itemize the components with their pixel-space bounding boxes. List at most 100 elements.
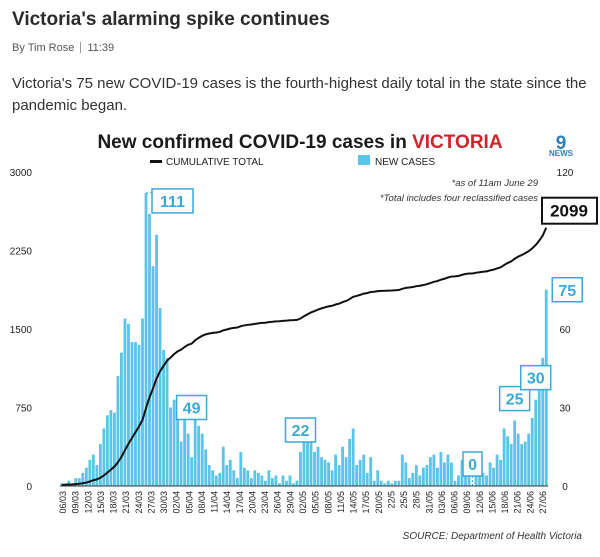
new-cases-bar	[492, 467, 495, 486]
y-right-tick-label: 60	[559, 325, 571, 336]
callout-label: 49	[183, 401, 201, 418]
callout-box	[284, 417, 317, 443]
y-left-tick-label: 2250	[10, 247, 33, 258]
new-cases-bar	[509, 444, 513, 486]
new-cases-bar	[270, 478, 274, 486]
new-cases-bar	[246, 470, 250, 486]
new-cases-bar	[541, 357, 545, 486]
x-tick-label: 06/03	[58, 491, 68, 514]
chart-title-region: VICTORIA	[412, 132, 503, 153]
x-tick-label: 29/04	[285, 491, 295, 514]
new-cases-bar	[235, 478, 239, 486]
axis-right: 0 30 60 120	[557, 168, 574, 493]
x-tick-label: 20/05	[374, 491, 384, 514]
new-cases-bar	[537, 378, 541, 486]
new-cases-bar	[432, 454, 436, 486]
x-tick-label: 24/06	[525, 491, 535, 514]
new-cases-bar	[313, 451, 316, 486]
new-cases-bar	[534, 399, 538, 486]
source-note: SOURCE: Department of Health Victoria	[403, 531, 583, 542]
new-cases-bar	[292, 483, 295, 486]
new-cases-bar	[141, 318, 144, 486]
x-tick-label: 27/06	[538, 491, 548, 514]
new-cases-bar	[390, 483, 394, 486]
new-cases-bar	[428, 457, 432, 486]
y-right-tick-label: 120	[557, 168, 574, 179]
x-tick-label: 21/06	[513, 491, 523, 514]
new-cases-bar	[130, 342, 134, 486]
new-cases-bar	[88, 459, 92, 486]
x-tick-label: 12/06	[475, 491, 485, 514]
new-cases-bar	[127, 323, 130, 486]
new-cases-bar	[109, 410, 113, 486]
y-left-tick-label: 750	[15, 404, 32, 415]
x-tick-label: 12/03	[83, 491, 93, 514]
callout-label: 111	[160, 194, 185, 211]
new-cases-bar	[502, 428, 506, 486]
x-axis-labels: 06/03 09/03 12/03 15/03 18/03 21/03 24/03 27/03…	[58, 491, 548, 514]
new-cases-bar	[330, 470, 334, 486]
note-reclassified: *Total includes four reclassified cases	[380, 193, 538, 204]
note-date: *as of 11am June 29	[452, 178, 539, 189]
x-tick-label: 17/05	[361, 491, 371, 514]
new-cases-bar	[485, 475, 488, 486]
new-cases-bar	[488, 462, 492, 486]
new-cases-bar	[102, 428, 106, 486]
new-cases-bar	[179, 441, 183, 486]
legend-bar-swatch	[358, 155, 370, 165]
x-tick-label: 31/05	[424, 491, 434, 514]
new-cases-bar	[218, 472, 222, 486]
new-cases-bar	[74, 478, 78, 486]
x-tick-label: 15/03	[96, 491, 106, 514]
new-cases-bar	[516, 433, 520, 486]
x-tick-label: 22/5	[386, 491, 396, 509]
new-cases-bar	[148, 213, 151, 486]
new-cases-bar	[386, 480, 390, 486]
y-left-tick-label: 1500	[10, 325, 33, 336]
legend-bar-label: NEW CASES	[375, 157, 435, 168]
new-cases-bar	[232, 470, 236, 486]
new-cases-bar	[341, 446, 345, 486]
new-cases-bar	[274, 475, 278, 486]
new-cases-bar	[165, 357, 169, 486]
axis-left: 0 750 1500 2250 3000	[10, 168, 33, 493]
new-cases-bar	[113, 412, 116, 486]
new-cases-bar	[530, 417, 534, 486]
new-cases-bar	[158, 308, 162, 486]
new-cases-bar	[418, 475, 422, 486]
chart-graphic: New confirmed COVID-19 cases in VICTORIA…	[0, 122, 600, 552]
legend-line-label: CUMULATIVE TOTAL	[166, 157, 264, 168]
new-cases-bar	[376, 470, 380, 486]
new-cases-bar	[523, 441, 527, 486]
new-cases-bar	[176, 417, 180, 486]
new-cases-bar	[337, 465, 341, 486]
new-cases-bar	[263, 480, 267, 486]
new-cases-bar	[355, 465, 359, 486]
new-cases-bar	[397, 480, 401, 486]
author[interactable]: By Tim Rose	[12, 42, 75, 54]
x-tick-label: 08/04	[197, 491, 207, 514]
x-tick-label: 14/04	[222, 491, 232, 514]
new-cases-bar	[225, 465, 229, 486]
standfirst: Victoria's 75 new COVID-19 cases is the …	[12, 75, 587, 114]
new-cases-bar	[288, 475, 292, 486]
callout-box	[151, 188, 194, 214]
new-cases-bar	[239, 451, 243, 486]
new-cases-bar	[155, 234, 158, 486]
x-tick-label: 08/05	[323, 491, 333, 514]
new-cases-bar	[186, 433, 190, 486]
new-cases-bar	[383, 483, 387, 486]
new-cases-bar	[120, 352, 123, 486]
new-cases-bar	[327, 462, 330, 486]
x-tick-label: 03/06	[437, 491, 447, 514]
new-cases-bar	[67, 480, 71, 486]
new-cases-bar	[453, 480, 457, 486]
new-cases-bar	[421, 467, 425, 486]
new-cases-bar	[323, 459, 327, 486]
new-cases-bar	[281, 475, 285, 486]
new-cases-bar	[478, 475, 481, 486]
new-cases-bar	[358, 459, 362, 486]
logo-9: 9	[556, 133, 567, 154]
x-tick-label: 02/04	[172, 491, 182, 514]
